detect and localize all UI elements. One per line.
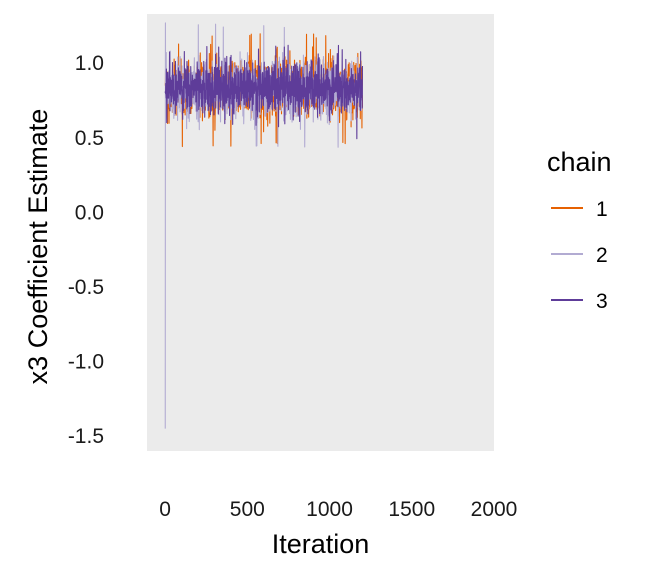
legend-label-chain-1: 1 bbox=[596, 198, 608, 221]
series-line-chain-3 bbox=[164, 44, 363, 140]
series-layer bbox=[164, 22, 363, 429]
y-tick-label: 0.0 bbox=[75, 201, 104, 224]
y-axis-ticks: -1.5 -1.0 -0.5 0.0 0.5 1.0 bbox=[68, 52, 104, 448]
y-tick-label: 1.0 bbox=[75, 52, 104, 75]
legend-label-chain-3: 3 bbox=[596, 290, 608, 313]
y-axis-title: x3 Coefficient Estimate bbox=[23, 109, 53, 385]
x-tick-label: 0 bbox=[159, 498, 171, 521]
x-tick-label: 1500 bbox=[388, 498, 435, 521]
y-tick-label: -1.5 bbox=[68, 425, 104, 448]
x-tick-label: 500 bbox=[230, 498, 265, 521]
y-tick-label: -1.0 bbox=[68, 351, 104, 374]
legend: chain 1 2 3 bbox=[547, 147, 612, 313]
x-axis-ticks: 0 500 1000 1500 2000 bbox=[159, 498, 517, 521]
x-tick-label: 2000 bbox=[471, 498, 518, 521]
y-tick-label: 0.5 bbox=[75, 127, 104, 150]
x-axis-title: Iteration bbox=[272, 529, 370, 559]
legend-title: chain bbox=[547, 147, 612, 177]
legend-label-chain-2: 2 bbox=[596, 244, 608, 267]
x-tick-label: 1000 bbox=[306, 498, 353, 521]
y-tick-label: -0.5 bbox=[68, 276, 104, 299]
